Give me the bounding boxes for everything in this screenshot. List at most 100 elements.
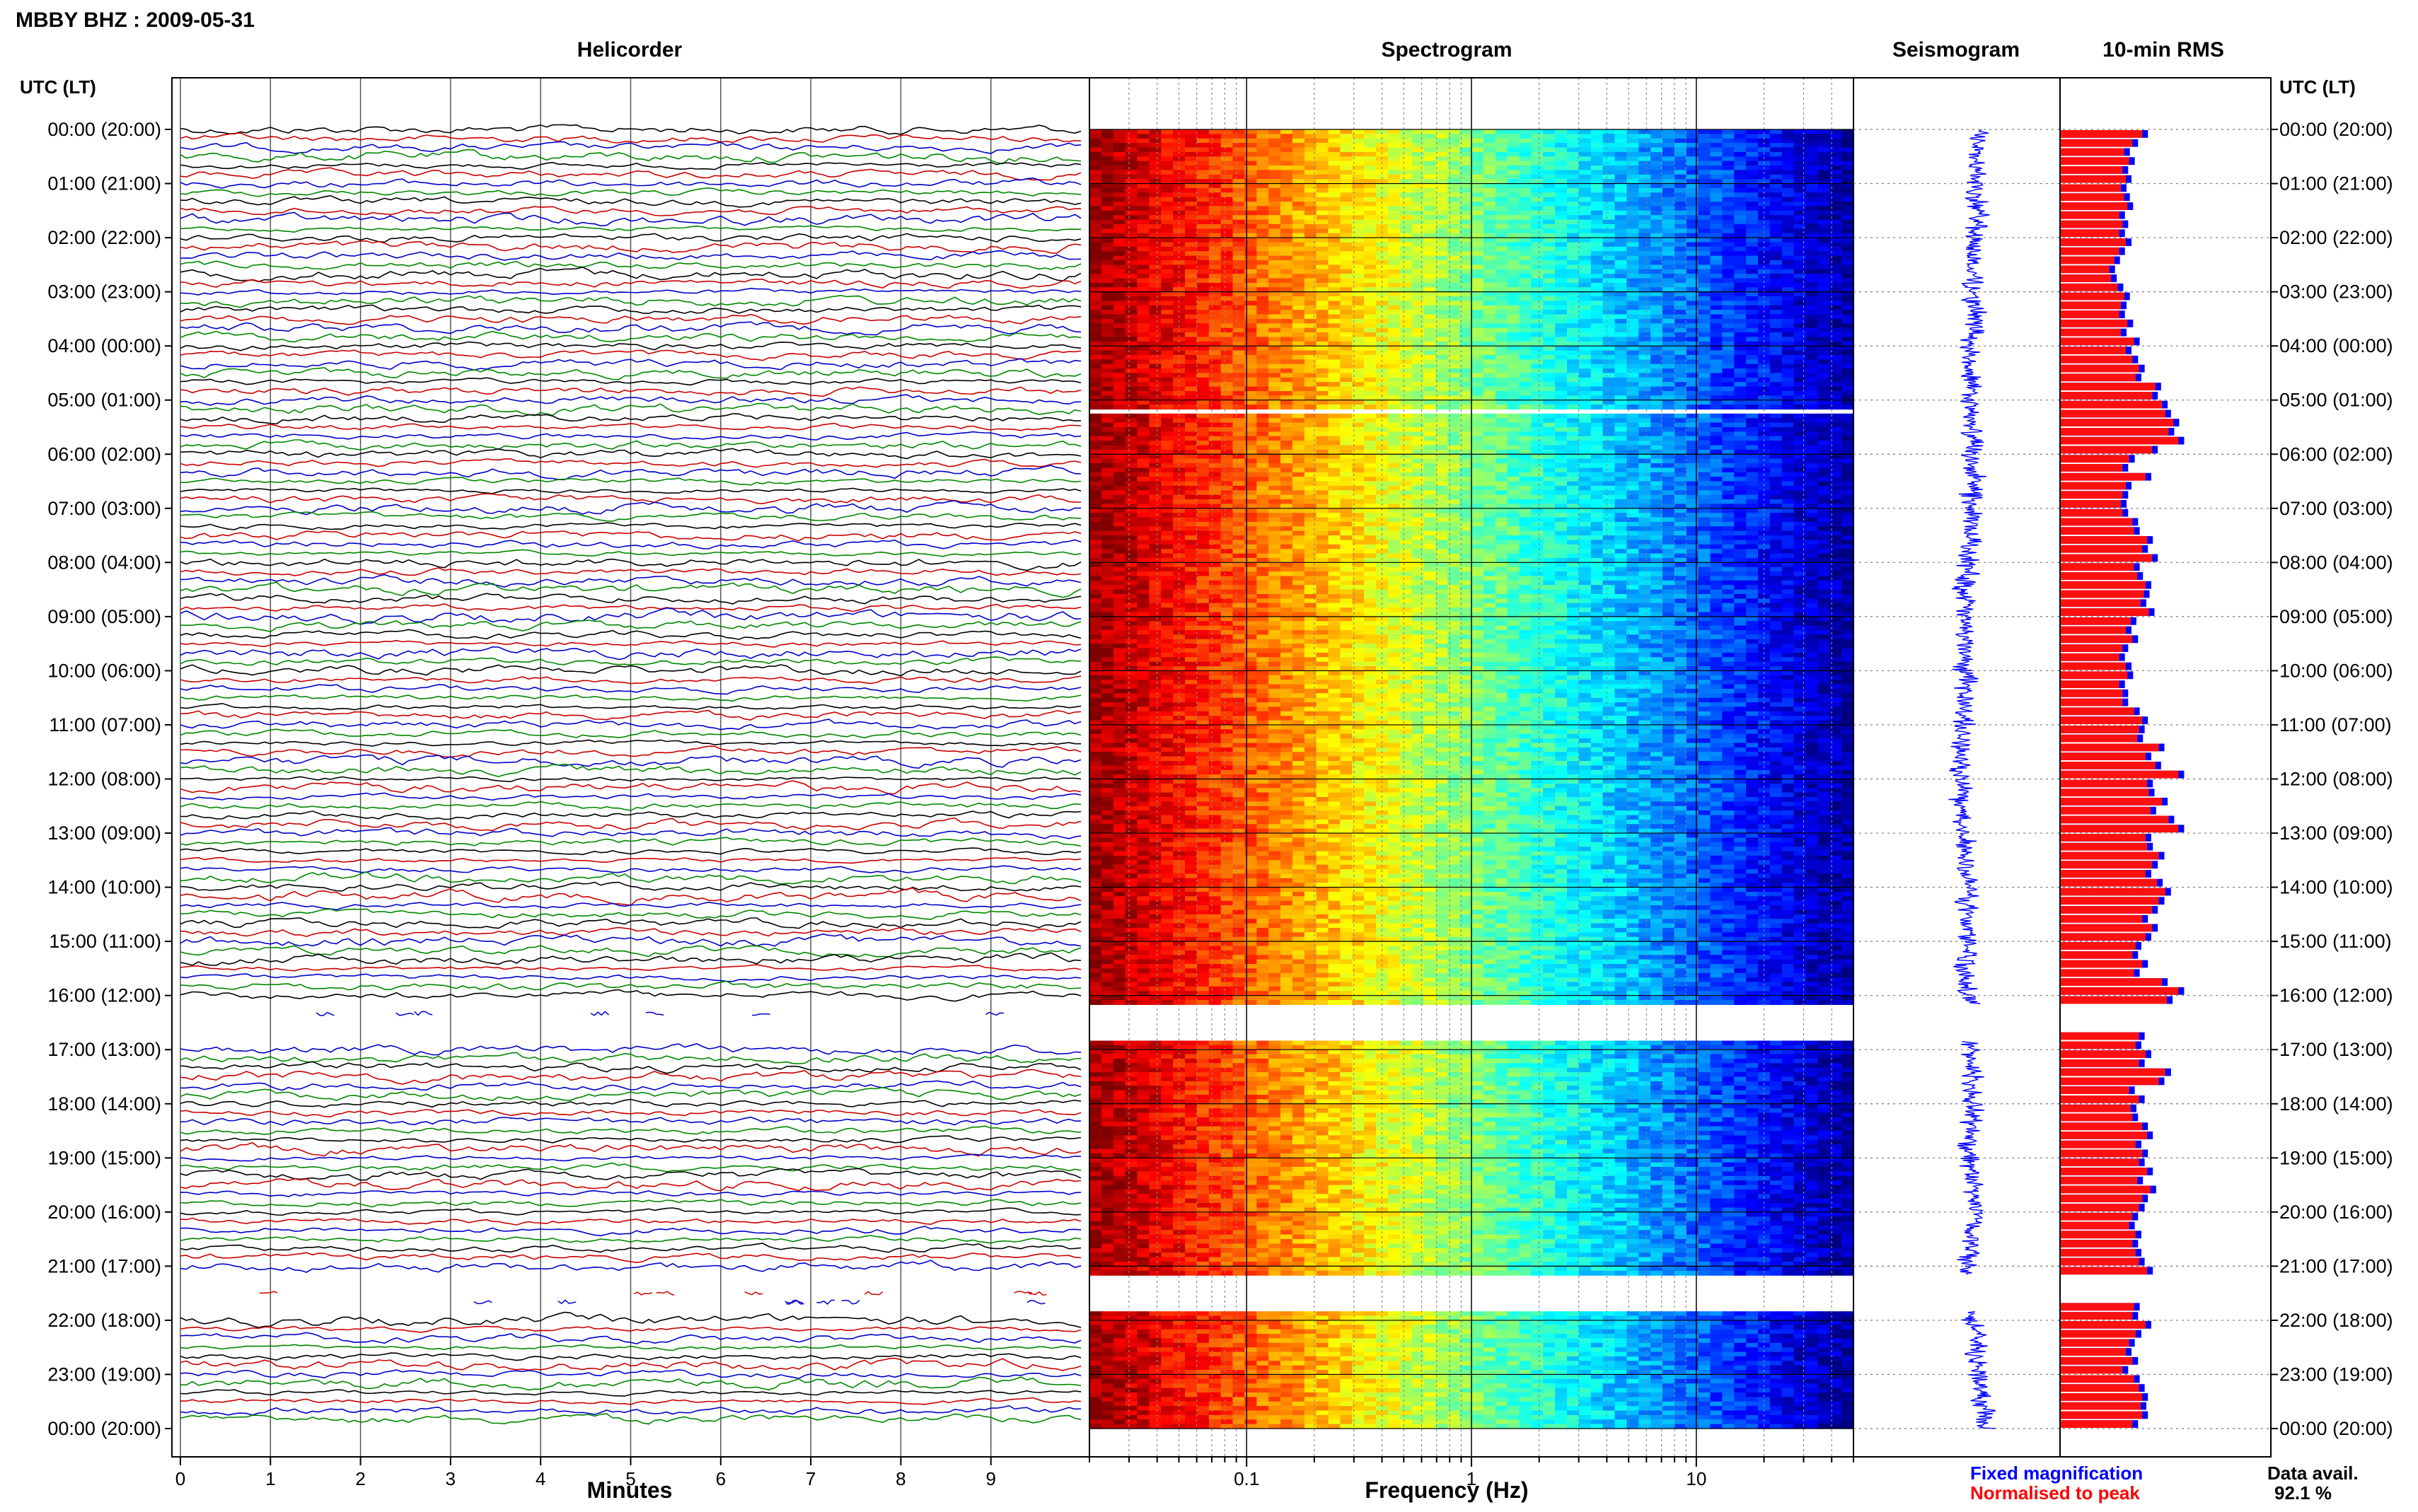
spectrogram-cell [1555, 310, 1568, 315]
spectrogram-cell [1698, 129, 1711, 134]
spectrogram-cell [1256, 431, 1269, 437]
spectrogram-cell [1376, 183, 1389, 189]
spectrogram-cell [1495, 386, 1508, 392]
spectrogram-cell [1805, 187, 1818, 193]
spectrogram-cell [1471, 296, 1484, 301]
spectrogram-cell [1543, 197, 1556, 202]
spectrogram-cell [1447, 161, 1460, 166]
spectrogram-cell [1507, 318, 1520, 324]
spectrogram-cell [1710, 138, 1723, 144]
spectrogram-cell [1507, 151, 1520, 157]
spectrogram-cell [1698, 192, 1711, 198]
spectrogram-cell [1149, 458, 1162, 464]
spectrogram-cell [1232, 368, 1245, 374]
spectrogram-cell [1352, 260, 1365, 265]
spectrogram-cell [1531, 314, 1544, 320]
spectrogram-cell [1471, 310, 1484, 315]
spectrogram-cell [1232, 210, 1245, 216]
spectrogram-cell [1722, 354, 1735, 360]
spectrogram-cell [1841, 156, 1854, 162]
spectrogram-cell [1268, 346, 1281, 351]
spectrogram-cell [1292, 454, 1305, 460]
spectrogram-cell [1161, 174, 1174, 180]
spectrogram-cell [1316, 260, 1329, 265]
spectrogram-cell [1650, 354, 1663, 360]
spectrogram-cell [1531, 332, 1544, 337]
spectrogram-cell [1256, 354, 1269, 360]
helicorder-trace [180, 871, 1082, 885]
spectrogram-cell [1519, 260, 1532, 265]
spectrogram-cell [1149, 147, 1162, 153]
spectrogram-cell [1686, 156, 1699, 162]
spectrogram-cell [1543, 202, 1556, 207]
spectrogram-cell [1614, 422, 1627, 428]
spectrogram-cell [1161, 129, 1174, 134]
spectrogram-cell [1196, 323, 1210, 329]
spectrogram-cell [1268, 174, 1281, 180]
spectrogram-cell [1686, 228, 1699, 234]
spectrogram-cell [1507, 238, 1520, 243]
spectrogram-cell [1089, 413, 1102, 419]
spectrogram-cell [1459, 264, 1472, 270]
helicorder-trace [180, 539, 1082, 549]
spectrogram-cell [1280, 301, 1293, 306]
spectrogram-cell [1614, 238, 1627, 243]
spectrogram-cell [1137, 337, 1150, 342]
spectrogram-cell [1316, 431, 1329, 437]
spectrogram-cell [1507, 282, 1520, 288]
spectrogram-cell [1507, 210, 1520, 216]
spectrogram-cell [1614, 206, 1627, 211]
spectrogram-cell [1471, 291, 1484, 297]
spectrogram-cell [1292, 278, 1305, 284]
spectrogram-cell [1387, 274, 1401, 279]
spectrogram-cell [1686, 183, 1699, 189]
spectrogram-cell [1149, 206, 1162, 211]
spectrogram-cell [1459, 170, 1472, 175]
spectrogram-cell [1387, 138, 1401, 144]
spectrogram-cell [1220, 156, 1234, 162]
spectrogram-cell [1399, 422, 1413, 428]
spectrogram-cell [1590, 291, 1604, 297]
spectrogram-cell [1101, 373, 1114, 378]
spectrogram-cell [1781, 174, 1795, 180]
spectrogram-cell [1256, 346, 1269, 351]
spectrogram-cell [1411, 382, 1425, 388]
spectrogram-cell [1567, 210, 1580, 216]
spectrogram-cell [1340, 291, 1353, 297]
spectrogram-cell [1567, 206, 1580, 211]
spectrogram-cell [1698, 147, 1711, 153]
spectrogram-cell [1602, 458, 1616, 464]
spectrogram-cell [1280, 323, 1293, 329]
spectrogram-cell [1268, 377, 1281, 383]
spectrogram-cell [1340, 147, 1353, 153]
spectrogram-cell [1268, 391, 1281, 396]
spectrogram-cell [1423, 413, 1436, 419]
spectrogram-cell [1531, 165, 1544, 170]
spectrogram-cell [1578, 458, 1592, 464]
spectrogram-cell [1196, 422, 1210, 428]
spectrogram-cell [1316, 400, 1329, 405]
spectrogram-cell [1173, 147, 1186, 153]
spectrogram-cell [1781, 274, 1795, 279]
helicorder-trace [180, 402, 1082, 417]
helicorder-trace [180, 1325, 1082, 1333]
spectrogram-cell [1399, 377, 1413, 383]
spectrogram-cell [1519, 187, 1532, 193]
spectrogram-cell [1268, 318, 1281, 324]
spectrogram-cell [1578, 318, 1592, 324]
helicorder-trace [180, 141, 1082, 154]
spectrogram-cell [1817, 264, 1830, 270]
spectrogram-cell [1805, 337, 1818, 342]
spectrogram-cell [1769, 147, 1783, 153]
spectrogram-cell [1829, 219, 1842, 225]
spectrogram-cell [1662, 454, 1675, 460]
spectrogram-cell [1185, 183, 1198, 189]
spectrogram-cell [1196, 129, 1210, 134]
spectrogram-cell [1161, 431, 1174, 437]
spectrogram-cell [1674, 264, 1687, 270]
spectrogram-cell [1411, 269, 1425, 274]
spectrogram-cell [1650, 454, 1663, 460]
spectrogram-cell [1710, 350, 1723, 356]
spectrogram-cell [1280, 382, 1293, 388]
spectrogram-cell [1590, 458, 1604, 464]
